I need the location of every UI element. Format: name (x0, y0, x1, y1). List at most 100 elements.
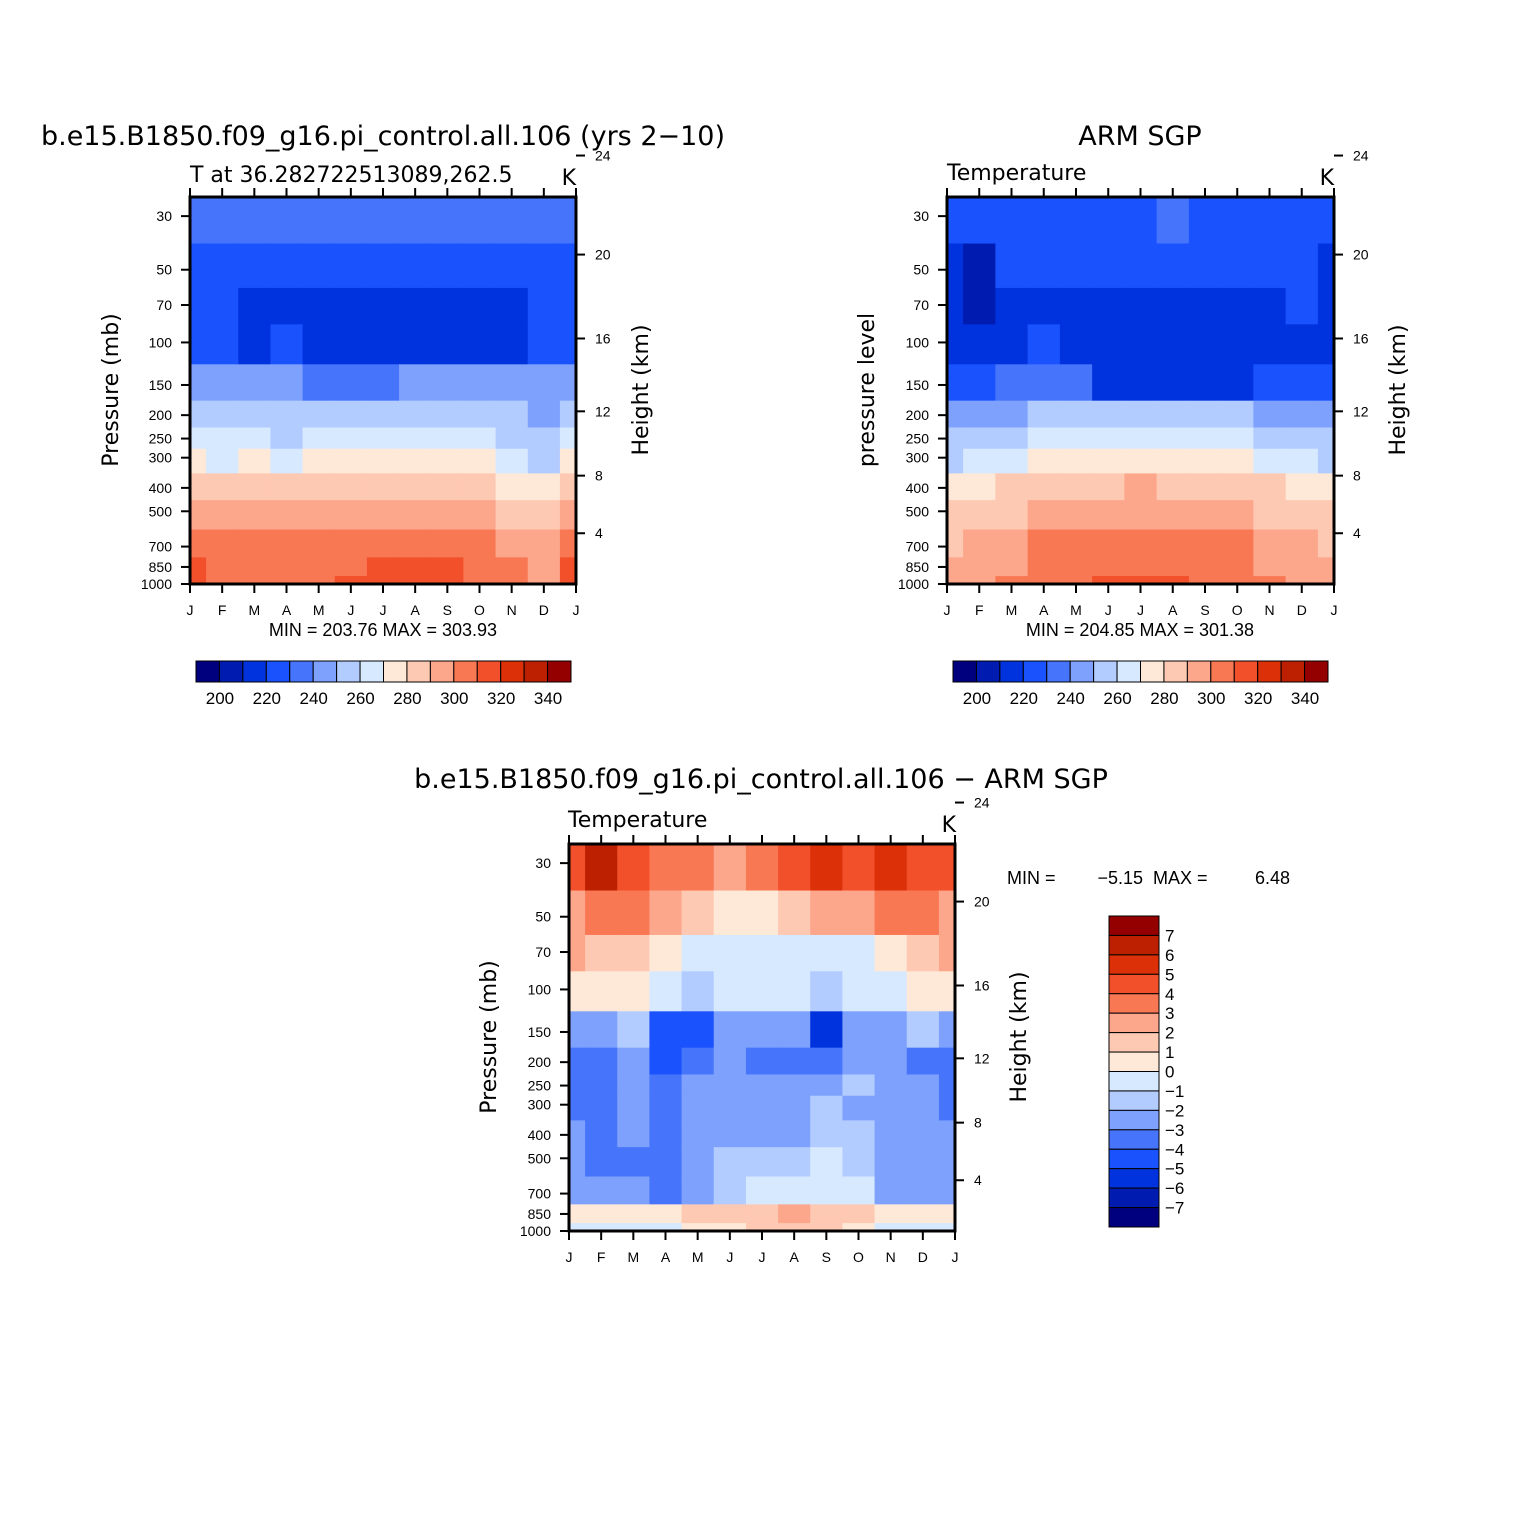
y-tick-label: 250 (906, 431, 930, 447)
heat-cell (1285, 197, 1319, 208)
heat-cell (238, 499, 272, 530)
colorbar-swatch (1093, 660, 1118, 683)
heat-cell (463, 556, 497, 577)
x-tick-label: J (1331, 602, 1338, 618)
heat-cell (569, 970, 586, 1012)
heat-cell (366, 448, 400, 474)
heat-cell (810, 1010, 844, 1048)
heat-cell (585, 1073, 618, 1096)
heat-cell (399, 363, 432, 401)
colorbar-label: 260 (1103, 689, 1131, 708)
heat-cell (1059, 426, 1093, 449)
heat-cell (1317, 287, 1335, 325)
heat-cell (963, 206, 996, 244)
heat-cell (681, 1047, 715, 1075)
heat-cell (559, 363, 577, 401)
colorbar-label: 280 (1150, 689, 1178, 708)
y-tick-label: 70 (913, 297, 929, 313)
heat-cell (681, 970, 715, 1012)
x-tick-label: J (347, 602, 354, 618)
heat-cell (810, 934, 844, 972)
heat-cell (1188, 197, 1222, 208)
heat-cell (431, 448, 465, 474)
heat-cell (1188, 323, 1222, 365)
heat-cell (1317, 575, 1335, 585)
heat-cell (1092, 287, 1125, 325)
y-tick-right-label: 24 (1353, 148, 1369, 164)
y-tick-label: 850 (906, 559, 930, 575)
heat-cell (190, 242, 207, 288)
heat-cell (617, 844, 651, 855)
heat-cell (585, 970, 618, 1012)
x-tick-label: A (1039, 602, 1049, 618)
heat-cell (270, 472, 304, 501)
colorbar-label: 4 (1165, 985, 1174, 1004)
heat-cell (366, 426, 400, 449)
heat-cell (495, 363, 529, 401)
heat-cell (947, 323, 964, 365)
heat-cell (1027, 197, 1061, 208)
heat-cell (334, 323, 368, 365)
heat-cell (874, 934, 908, 972)
colorbar-swatch (218, 660, 244, 683)
heat-cell (745, 934, 779, 972)
colorbar-label: 240 (300, 689, 328, 708)
heat-cell (238, 363, 272, 401)
heat-cell (399, 448, 432, 474)
colorbar-swatch (1108, 993, 1160, 1014)
heat-cell (1156, 287, 1190, 325)
heat-cell (713, 1146, 747, 1177)
colorbar-label: 240 (1057, 689, 1085, 708)
heat-cell (874, 844, 908, 855)
heat-cell (334, 197, 368, 208)
y-tick-label: 1000 (520, 1223, 551, 1239)
heat-cell (713, 889, 747, 935)
heat-cell (1317, 400, 1335, 428)
heat-cell (190, 287, 207, 325)
heat-cell (1285, 575, 1319, 585)
colorbar-label: −1 (1165, 1082, 1184, 1101)
heat-cell (495, 287, 529, 325)
heat-cell (938, 970, 956, 1012)
colorbar-swatch (547, 660, 572, 683)
heat-cell (1124, 499, 1158, 530)
heat-cell (745, 970, 779, 1012)
colorbar-swatch (1233, 660, 1259, 683)
panel-obs-colorbar: 200 220 240 260 280 300 320 340 (952, 660, 1329, 708)
heat-cell (778, 1175, 811, 1205)
y-tick-right-label: 12 (595, 403, 611, 419)
heat-cell (399, 472, 432, 501)
x-tick-label: A (661, 1249, 671, 1265)
heat-cell (366, 575, 400, 585)
heat-cell (1059, 499, 1093, 530)
heat-cell (559, 206, 577, 244)
heat-cell (206, 197, 239, 208)
heat-cell (938, 889, 956, 935)
heat-cell (1285, 206, 1319, 244)
heat-cell (617, 1222, 651, 1232)
heat-cell (238, 323, 272, 365)
colorbar-swatch (999, 660, 1024, 683)
heat-cell (559, 448, 577, 474)
heat-cell (463, 197, 497, 208)
heat-cell (1124, 206, 1158, 244)
heat-cell (810, 1203, 844, 1224)
y-tick-label: 150 (149, 377, 173, 393)
heat-cell (463, 472, 497, 501)
heat-cell (270, 556, 304, 577)
colorbar-label: 5 (1165, 965, 1174, 984)
heat-cell (569, 844, 586, 855)
heat-cell (947, 363, 964, 401)
heat-cell (1285, 528, 1319, 558)
heat-cell (874, 1175, 908, 1205)
heat-cell (270, 323, 304, 365)
x-tick-label: M (1006, 602, 1018, 618)
heat-cell (1027, 206, 1061, 244)
heat-cell (1253, 499, 1287, 530)
heat-cell (1092, 206, 1125, 244)
heat-cell (1156, 363, 1190, 401)
heat-cell (190, 400, 207, 428)
heat-cell (585, 934, 618, 972)
heat-cell (1285, 287, 1319, 325)
heat-cell (995, 556, 1029, 577)
